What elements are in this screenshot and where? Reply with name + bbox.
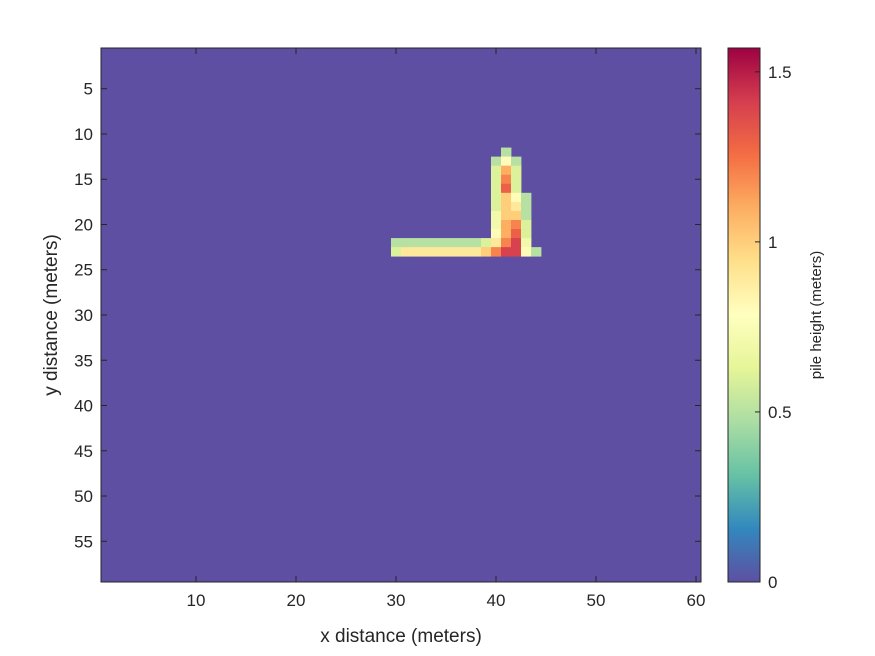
y-tick-label: 30 [74,306,93,325]
heatmap-cell [501,192,512,203]
heatmap-cell [511,238,522,248]
y-tick-label: 55 [74,532,93,551]
x-tick-label: 30 [387,591,406,610]
heatmap-cell [421,247,432,257]
heatmap-cell [431,238,442,248]
heatmap-cell [441,238,452,248]
heatmap-cell [511,156,522,167]
heatmap-cell [501,165,512,176]
y-tick-label: 5 [84,80,93,99]
heatmap-cell [451,238,462,248]
heatmap-cell [501,210,512,221]
heatmap-cell [491,229,502,239]
heatmap-cell [491,238,502,248]
heatmap-cell [391,238,402,248]
heatmap-cell [511,219,522,230]
heatmap-cell [431,247,442,257]
y-tick-label: 35 [74,351,93,370]
heatmap-cell [501,183,512,194]
heatmap-cell [411,238,422,248]
heatmap-cell [491,192,502,203]
colorbar-label: pile height (meters) [808,251,825,379]
heatmap-cell [491,219,502,230]
heatmap-cell [511,192,522,203]
heatmap-cell [511,247,522,257]
heatmap-cell [511,210,522,221]
y-tick-label: 40 [74,397,93,416]
heatmap-cell [491,156,502,167]
heatmap-cell [511,201,522,212]
heatmap-cell [501,174,512,185]
y-ticks: 5 10 15 20 25 30 35 40 45 50 55 [74,80,701,551]
y-tick-label: 50 [74,487,93,506]
colorbar-tick-label: 1 [768,233,777,252]
y-tick-label: 20 [74,215,93,234]
heatmap-axes: 10 20 30 40 50 60 5 10 15 20 25 30 35 40 45 50 55 x dis… [41,47,706,647]
heatmap-cell [511,183,522,194]
heatmap-cell [411,247,422,257]
heatmap-cell [501,238,512,248]
x-tick-label: 40 [487,591,506,610]
heatmap-cell [461,238,472,248]
heatmap-cell [491,183,502,194]
heatmap-cell [491,210,502,221]
x-tick-label: 50 [587,591,606,610]
colorbar-ticks: 0 0.5 1 1.5 [755,63,792,592]
y-axis-label: y distance (meters) [41,234,62,396]
y-tick-label: 45 [74,442,93,461]
heatmap-background [101,48,701,582]
colorbar-tick-label: 0.5 [768,403,792,422]
heatmap-cell [481,247,492,257]
heatmap-cells [391,147,542,257]
colorbar-body [727,47,761,583]
heatmap-cell [511,229,522,239]
x-ticks: 10 20 30 40 50 60 [187,48,706,610]
heatmap-cell [511,165,522,176]
heatmap-cell [441,247,452,257]
heatmap-cell [521,229,532,239]
heatmap-cell [481,238,492,248]
x-tick-label: 60 [687,591,706,610]
heatmap-cell [501,247,512,257]
heatmap-cell [501,229,512,239]
x-tick-label: 10 [187,591,206,610]
heatmap-cell [521,210,532,221]
heatmap-cell [501,147,512,158]
y-tick-label: 10 [74,125,93,144]
heatmap-cell [461,247,472,257]
y-tick-label: 15 [74,170,93,189]
heatmap-cell [491,174,502,185]
colorbar-tick-label: 1.5 [768,63,792,82]
heatmap-cell [401,247,412,257]
heatmap-cell [501,201,512,212]
colorbar-tick-label: 0 [768,573,777,592]
x-axis-label: x distance (meters) [320,626,482,647]
heatmap-cell [421,238,432,248]
colorbar: 0 0.5 1 1.5 pile height (meters) [727,47,825,592]
heatmap-cell [501,219,512,230]
heatmap-cell [491,165,502,176]
heatmap-cell [471,238,482,248]
heatmap-cell [521,192,532,203]
heatmap-cell [471,247,482,257]
heatmap-cell [491,247,502,257]
heatmap-cell [521,201,532,212]
heatmap-cell [451,247,462,257]
x-tick-label: 20 [287,591,306,610]
heatmap-cell [521,238,532,248]
heatmap-cell [511,174,522,185]
heatmap-cell [401,238,412,248]
y-tick-label: 25 [74,261,93,280]
heatmap-cell [501,156,512,167]
heatmap-cell [491,201,502,212]
heatmap-cell [521,247,532,257]
heatmap-cell [391,247,402,257]
heatmap-cell [521,219,532,230]
heatmap-cell [531,247,542,257]
